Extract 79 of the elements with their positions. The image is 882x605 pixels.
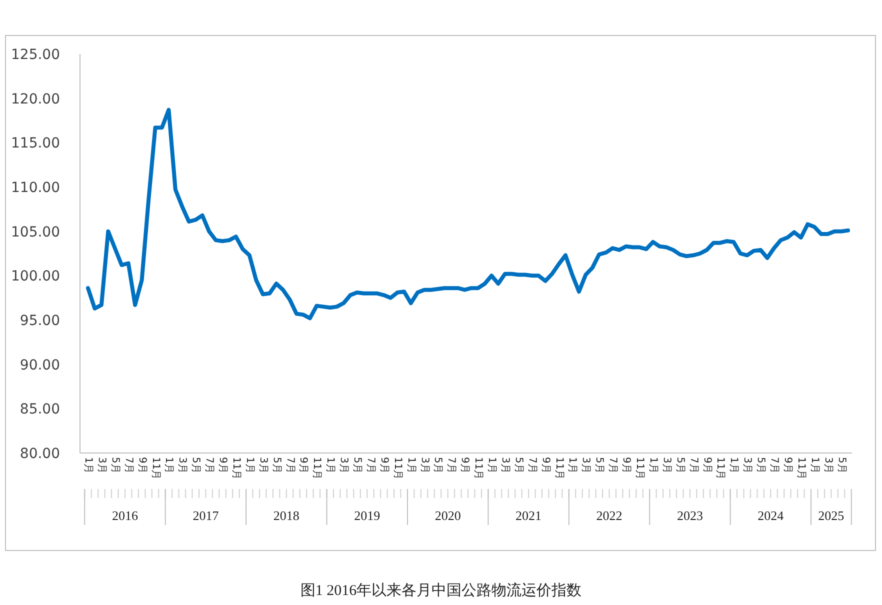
x-tick-label: 11月 bbox=[553, 457, 564, 480]
x-tick-label: 5月 bbox=[352, 457, 363, 474]
x-tick-label: 1月 bbox=[486, 457, 498, 474]
y-tick-label: 95.00 bbox=[20, 313, 60, 329]
x-tick-label: 5月 bbox=[836, 457, 847, 474]
x-tick-label: 5月 bbox=[109, 457, 120, 474]
x-tick-label: 3月 bbox=[176, 457, 188, 474]
x-tick-label: 11月 bbox=[392, 457, 403, 480]
y-tick-label: 100.00 bbox=[11, 268, 60, 285]
x-tick-label: 7月 bbox=[364, 457, 376, 474]
y-tick-label: 80.00 bbox=[20, 446, 60, 462]
x-tick-label: 9月 bbox=[136, 457, 148, 474]
text: 2022 bbox=[596, 508, 622, 523]
x-tick-label: 1月 bbox=[728, 457, 740, 474]
x-tick-label: 9月 bbox=[378, 457, 390, 474]
x-tick-label: 1月 bbox=[324, 457, 336, 474]
y-tick-label: 105.00 bbox=[11, 224, 60, 240]
x-tick-label: 9月 bbox=[620, 457, 632, 474]
text: 2020 bbox=[434, 508, 461, 523]
x-tick-label: 11月 bbox=[714, 457, 726, 480]
x-tick-label: 7月 bbox=[768, 457, 780, 474]
x-tick-label: 7月 bbox=[204, 457, 215, 474]
y-tick-label: 90.00 bbox=[20, 357, 60, 374]
x-tick-label: 9月 bbox=[217, 457, 228, 474]
text: 2017 bbox=[192, 508, 220, 523]
x-tick-label: 7月 bbox=[526, 457, 538, 474]
x-tick-label: 5月 bbox=[512, 457, 524, 474]
x-tick-label: 5月 bbox=[755, 457, 766, 474]
x-tick-label: 9月 bbox=[298, 457, 309, 474]
x-tick-label: 5月 bbox=[674, 457, 686, 474]
x-tick-label: 1月 bbox=[82, 457, 94, 474]
y-tick-label: 85.00 bbox=[20, 402, 60, 418]
x-tick-label: 5月 bbox=[432, 457, 444, 474]
y-tick-label: 125.00 bbox=[11, 47, 60, 63]
x-tick-label: 3月 bbox=[338, 457, 350, 474]
x-tick-label: 1月 bbox=[244, 457, 255, 474]
text: 2019 bbox=[354, 508, 380, 523]
x-tick-label: 11月 bbox=[311, 457, 322, 480]
x-tick-label: 9月 bbox=[459, 457, 470, 474]
y-tick-label: 120.00 bbox=[11, 91, 60, 108]
x-tick-label: 11月 bbox=[795, 457, 806, 480]
x-tick-label: 3月 bbox=[257, 457, 268, 474]
x-tick-label: 7月 bbox=[284, 457, 296, 474]
x-tick-label: 3月 bbox=[822, 457, 834, 474]
x-tick-label: 1月 bbox=[808, 457, 820, 474]
x-tick-label: 11月 bbox=[150, 457, 161, 480]
x-tick-label: 5月 bbox=[594, 457, 605, 474]
x-tick-label: 1月 bbox=[163, 457, 174, 474]
x-tick-label: 9月 bbox=[540, 457, 551, 474]
x-tick-label: 5月 bbox=[190, 457, 202, 474]
x-tick-label: 5月 bbox=[270, 457, 282, 474]
x-tick-label: 1月 bbox=[647, 457, 658, 474]
text: 2016 bbox=[112, 508, 138, 523]
text: 2024 bbox=[758, 508, 784, 523]
x-tick-label: 7月 bbox=[688, 457, 699, 474]
x-tick-label: 11月 bbox=[472, 457, 484, 480]
x-tick-label: 9月 bbox=[782, 457, 793, 474]
x-tick-label: 3月 bbox=[418, 457, 430, 474]
text: 2023 bbox=[676, 508, 703, 523]
text: 2018 bbox=[273, 508, 300, 523]
x-tick-label: 3月 bbox=[580, 457, 592, 474]
x-tick-label: 3月 bbox=[742, 457, 753, 474]
text: 2021 bbox=[516, 508, 542, 523]
x-tick-label: 1月 bbox=[405, 457, 416, 474]
y-tick-label: 115.00 bbox=[11, 136, 60, 152]
x-tick-label: 7月 bbox=[446, 457, 457, 474]
x-tick-label: 3月 bbox=[96, 457, 107, 474]
text: 图1 2016年以来各月中国公路物流运价指数 bbox=[300, 582, 582, 599]
x-tick-label: 7月 bbox=[122, 457, 134, 474]
x-tick-label: 1月 bbox=[566, 457, 578, 474]
x-tick-label: 7月 bbox=[607, 457, 618, 474]
y-tick-label: 110.00 bbox=[11, 180, 60, 196]
x-tick-label: 3月 bbox=[660, 457, 672, 474]
line-series bbox=[86, 108, 850, 320]
x-tick-label: 3月 bbox=[499, 457, 510, 474]
x-tick-label: 11月 bbox=[634, 457, 646, 480]
x-tick-label: 9月 bbox=[701, 457, 712, 474]
text: 2025 bbox=[818, 508, 844, 523]
x-tick-label: 11月 bbox=[230, 457, 242, 480]
